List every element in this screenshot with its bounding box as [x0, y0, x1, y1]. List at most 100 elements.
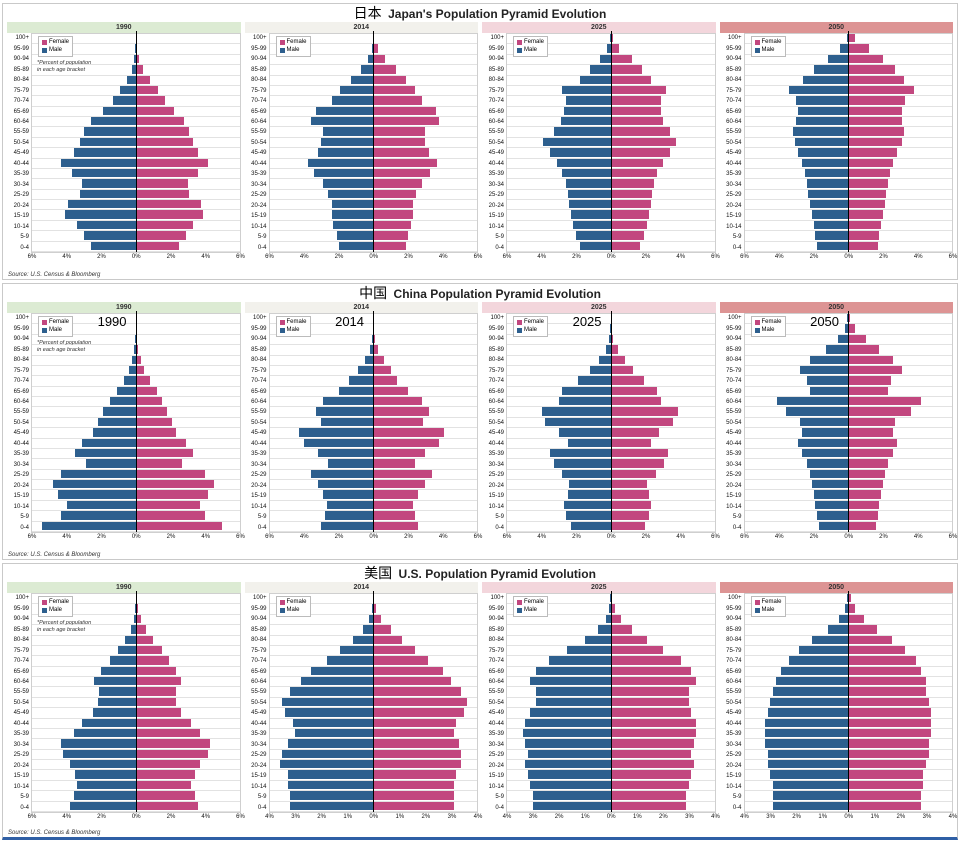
age-label: 0-4 [732, 804, 742, 811]
age-label: 100+ [490, 595, 504, 602]
plot-half-female [610, 34, 715, 43]
male-bar [321, 137, 374, 147]
plot-half-male [745, 75, 849, 85]
plot-half-male [270, 200, 374, 209]
female-bar [610, 459, 665, 468]
x-axis-tick: 4% [502, 814, 512, 820]
male-bar [767, 749, 849, 758]
female-bar [373, 168, 431, 178]
plot-half-female [373, 708, 477, 717]
panel-title-china: 中国 China Population Pyramid Evolution [5, 285, 955, 302]
female-bar [135, 158, 209, 167]
x-axis: 6% 4% 2% 0% 2% 4% 6% [503, 253, 720, 263]
legend-label-male: Male [286, 47, 300, 54]
plot-half-male [32, 231, 136, 240]
female-swatch-icon [279, 319, 285, 325]
plot-half-female [848, 44, 952, 53]
male-bar [328, 189, 374, 198]
plot-half-male [745, 96, 849, 105]
plot-half-female [135, 728, 240, 738]
male-swatch-icon [754, 48, 760, 54]
x-axis: 6% 4% 2% 0% 2% 4% 6% [28, 253, 245, 263]
plot-half-female [610, 355, 715, 365]
plot-half-male [745, 656, 849, 665]
age-label: 25-29 [726, 192, 742, 199]
panel-title-en: U.S. Population Pyramid Evolution [398, 567, 596, 581]
plot-half-female [610, 728, 715, 738]
year-header: 2050 [719, 22, 953, 33]
male-bar [61, 469, 136, 478]
female-bar [373, 148, 429, 157]
female-bar [373, 386, 408, 395]
plot-half-female [135, 75, 240, 85]
female-bar [848, 241, 878, 250]
x-axis-tick: 2% [404, 254, 413, 260]
plot-half-female [373, 158, 477, 168]
legend-label-male: Male [524, 47, 538, 54]
age-label: 65-69 [726, 108, 742, 115]
plot-half-male [32, 521, 136, 531]
x-axis-tick: 4% [676, 254, 686, 260]
year-header: 2025 [482, 582, 716, 593]
female-bar [373, 54, 386, 64]
male-bar [326, 656, 374, 665]
plot-half-male [32, 96, 136, 105]
male-bar [317, 148, 374, 157]
plot-half-male [745, 158, 849, 168]
plot-half-female [848, 614, 952, 624]
age-label: 0-4 [495, 804, 504, 811]
age-label: 95-99 [488, 605, 504, 612]
age-label: 85-89 [251, 626, 267, 633]
male-bar [765, 728, 849, 738]
male-swatch-icon [754, 608, 760, 614]
plot-half-male [745, 34, 849, 43]
plot-half-male [270, 490, 374, 499]
male-bar [827, 54, 849, 64]
age-label: 90-94 [13, 336, 29, 343]
chart-body: 100+ 95-99 90-94 85-89 80-84 75-79 70-74 65-69 6… [245, 311, 478, 533]
zero-axis-line [135, 591, 137, 812]
male-bar [338, 386, 374, 395]
female-bar [610, 635, 648, 644]
age-label: 15-19 [726, 213, 742, 220]
age-label: 20-24 [251, 202, 267, 209]
age-label: 35-39 [13, 451, 29, 458]
male-bar [815, 500, 849, 510]
age-label: 25-29 [488, 472, 504, 479]
age-label: 5-9 [257, 514, 267, 521]
x-axis-tick: 2% [166, 814, 176, 820]
female-bar [848, 376, 892, 385]
plot-half-male [32, 365, 136, 375]
plot-half-male [745, 44, 849, 53]
age-label: 80-84 [13, 357, 29, 364]
male-bar [798, 645, 849, 655]
plot-half-female [135, 594, 240, 603]
age-label: 85-89 [488, 66, 504, 73]
legend: Female Male [750, 36, 786, 57]
male-bar [127, 75, 136, 84]
age-label: 85-89 [726, 346, 742, 353]
plot-half-male [507, 44, 611, 53]
plot-half-male [270, 34, 374, 43]
male-bar [590, 365, 611, 375]
plot-half-female [848, 594, 952, 603]
female-bar [373, 521, 419, 530]
female-bar [848, 490, 882, 499]
age-label: 50-54 [251, 139, 267, 146]
female-bar [373, 438, 439, 447]
age-label: 70-74 [726, 98, 742, 105]
age-label: 5-9 [495, 234, 504, 241]
age-label: 45-49 [13, 430, 29, 437]
plot-half-female [610, 85, 715, 95]
plot-half-female [848, 625, 952, 634]
female-bar [848, 480, 883, 489]
male-bar [576, 231, 611, 240]
age-axis: 100+ 95-99 90-94 85-89 80-84 75-79 70-74 65-69 6… [7, 593, 31, 813]
plot-half-male [32, 75, 136, 85]
male-bar [780, 666, 849, 675]
x-axis-tick: 2% [792, 814, 801, 820]
male-swatch-icon [517, 608, 522, 614]
age-label: 50-54 [726, 139, 742, 146]
female-bar [373, 189, 417, 198]
female-bar [610, 480, 648, 489]
